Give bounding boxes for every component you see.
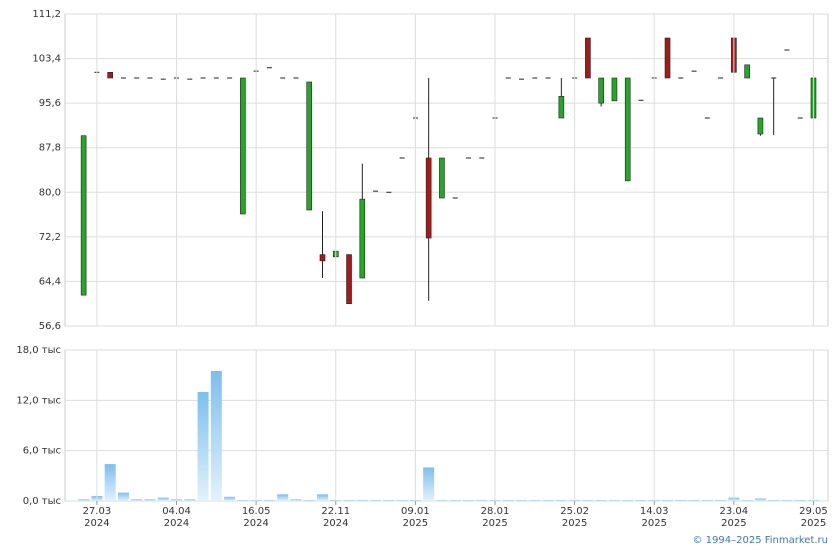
volume-bar (542, 500, 554, 501)
volume-bar (595, 500, 607, 501)
x-tick-label: 29.05 2025 (799, 506, 828, 529)
price-frame (64, 13, 829, 327)
volume-bar (383, 500, 395, 501)
y-tick-label: 0,0 тыс (23, 496, 61, 507)
x-tick-label: 04.04 2024 (162, 506, 191, 529)
volume-bar (635, 500, 647, 501)
volume-bar (263, 500, 275, 501)
x-tick-label: 09.01 2025 (401, 506, 430, 529)
volume-bar (277, 494, 289, 501)
volume-bar (237, 500, 249, 501)
volume-bar (157, 497, 169, 501)
x-tick-label: 16.05 2024 (241, 506, 271, 529)
volume-bar (555, 500, 567, 501)
volume-bar (582, 500, 594, 501)
volume-bar (622, 500, 634, 501)
y-tick-label: 18,0 тыс (16, 345, 61, 356)
volume-bar (224, 496, 236, 501)
candle-body (624, 77, 631, 182)
x-tick-label: 22.11 2024 (321, 506, 351, 529)
candle-body (346, 254, 352, 305)
y-tick-label: 56,6 (39, 321, 61, 332)
candle-body (611, 77, 618, 102)
y-tick-label: 95,6 (39, 98, 61, 109)
candle-body (757, 117, 764, 135)
volume-frame (64, 349, 829, 502)
volume-bar (197, 391, 209, 501)
candle-body (107, 71, 113, 79)
volume-bar (131, 499, 143, 501)
y-tick-label: 87,8 (39, 143, 61, 154)
volume-bar (104, 464, 116, 501)
candle-body (585, 37, 591, 79)
volume-bar (462, 500, 474, 501)
volume-bar (516, 500, 528, 501)
volume-bar (290, 499, 302, 501)
volume-bar (688, 500, 700, 501)
volume-bar (754, 498, 766, 501)
volume-bar (741, 500, 753, 501)
candle-body (598, 77, 604, 104)
y-tick-label: 64,4 (39, 276, 61, 287)
x-tick-label: 23.04 2025 (719, 506, 749, 529)
y-tick-label: 111,2 (32, 9, 61, 20)
candle-body (80, 135, 87, 296)
volume-bar (343, 500, 355, 501)
volume-bar (701, 500, 713, 501)
candle-body (425, 157, 432, 239)
x-tick-label: 25.02 2025 (560, 506, 589, 529)
volume-bar (370, 500, 382, 501)
candle-body (319, 254, 326, 262)
volume-bar (316, 494, 328, 501)
y-tick-label: 103,4 (32, 54, 61, 65)
volume-bar (768, 500, 780, 501)
candle-body (744, 64, 750, 79)
volume-bar (449, 500, 461, 501)
candle-body (439, 157, 445, 199)
volume-bar (502, 500, 514, 501)
volume-bar (144, 499, 156, 501)
volume-bar (608, 500, 620, 501)
volume-bar (423, 467, 435, 501)
x-tick-label: 28.01 2025 (480, 506, 510, 529)
candle-body (359, 198, 366, 279)
volume-bar (662, 500, 674, 501)
volume-bar (781, 500, 793, 501)
candle-body (664, 37, 671, 79)
volume-bar (436, 500, 448, 501)
x-tick-label: 14.03 2025 (639, 506, 669, 529)
volume-bar (210, 370, 222, 501)
volume-bar (715, 500, 727, 501)
y-tick-label: 6,0 тыс (23, 446, 61, 457)
candle-body (558, 95, 565, 119)
footer: © 1994–2025 Finmarket.ru (692, 535, 828, 546)
volume-bar (117, 492, 129, 501)
volume-bar (529, 500, 541, 501)
candle-body (306, 81, 313, 211)
volume-bar (356, 500, 368, 501)
volume-bar (303, 500, 315, 501)
volume-bar (476, 500, 488, 501)
y-tick-label: 72,2 (39, 232, 61, 243)
candle-body (240, 77, 246, 215)
x-tick-label: 27.03 2024 (82, 506, 112, 529)
volume-bar (675, 500, 687, 501)
volume-bar (184, 499, 196, 501)
volume-bar (396, 500, 408, 501)
volume-bar (78, 499, 90, 501)
y-tick-label: 12,0 тыс (16, 395, 61, 406)
y-tick-label: 80,0 (39, 187, 61, 198)
volume-bar (794, 500, 806, 501)
